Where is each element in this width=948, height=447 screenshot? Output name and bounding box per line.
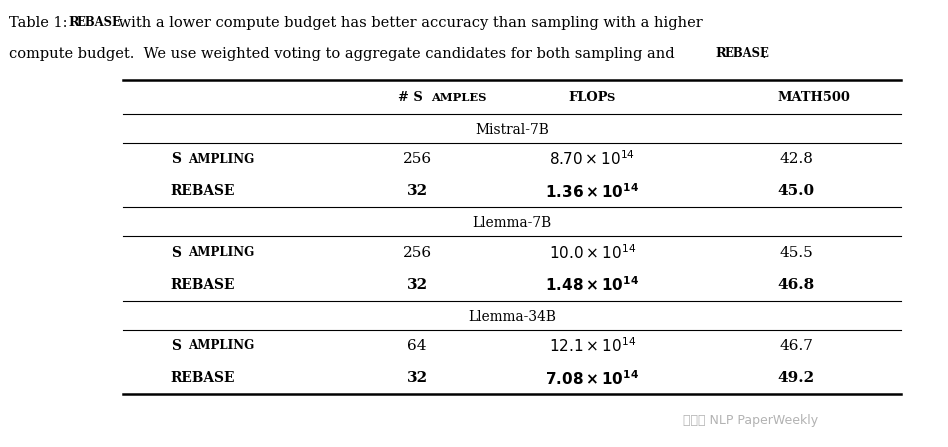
Text: AMPLING: AMPLING [188, 246, 254, 259]
Text: 公众号 NLP PaperWeekly: 公众号 NLP PaperWeekly [683, 413, 818, 427]
Text: REBASE: REBASE [171, 371, 235, 385]
Text: 32: 32 [407, 278, 428, 292]
Text: Llemma-7B: Llemma-7B [472, 216, 552, 230]
Text: AMPLING: AMPLING [188, 339, 254, 353]
Text: S: S [171, 339, 181, 353]
Text: compute budget.  We use weighted voting to aggregate candidates for both samplin: compute budget. We use weighted voting t… [9, 47, 684, 61]
Text: 256: 256 [403, 245, 431, 260]
Text: EBASE: EBASE [724, 47, 769, 60]
Text: Llemma-34B: Llemma-34B [468, 310, 556, 324]
Text: S: S [606, 92, 614, 103]
Text: EBASE: EBASE [77, 16, 121, 29]
Text: Mistral-7B: Mistral-7B [475, 123, 549, 137]
Text: REBASE: REBASE [171, 278, 235, 292]
Text: $12.1\times 10^{14}$: $12.1\times 10^{14}$ [549, 337, 636, 355]
Text: S: S [171, 152, 181, 166]
Text: $\mathbf{1.48\times 10^{14}}$: $\mathbf{1.48\times 10^{14}}$ [545, 275, 640, 294]
Text: # S: # S [398, 91, 423, 104]
Text: 45.0: 45.0 [777, 184, 815, 198]
Text: REBASE: REBASE [171, 184, 235, 198]
Text: AMPLING: AMPLING [188, 152, 254, 166]
Text: S: S [171, 245, 181, 260]
Text: 46.7: 46.7 [779, 339, 813, 353]
Text: 45.5: 45.5 [779, 245, 813, 260]
Text: FLOP: FLOP [569, 91, 609, 104]
Text: 64: 64 [408, 339, 427, 353]
Text: .: . [761, 47, 766, 61]
Text: 42.8: 42.8 [779, 152, 813, 166]
Text: 256: 256 [403, 152, 431, 166]
Text: 32: 32 [407, 184, 428, 198]
Text: MATH500: MATH500 [777, 91, 850, 104]
Text: Table 1:: Table 1: [9, 16, 68, 30]
Text: 49.2: 49.2 [777, 371, 815, 385]
Text: R: R [68, 16, 79, 29]
Text: 46.8: 46.8 [777, 278, 815, 292]
Text: AMPLES: AMPLES [431, 92, 487, 103]
Text: R: R [716, 47, 726, 60]
Text: with a lower compute budget has better accuracy than sampling with a higher: with a lower compute budget has better a… [114, 16, 702, 30]
Text: $8.70\times 10^{14}$: $8.70\times 10^{14}$ [550, 150, 635, 169]
Text: $10.0\times 10^{14}$: $10.0\times 10^{14}$ [549, 243, 636, 262]
Text: $\mathbf{1.36\times 10^{14}}$: $\mathbf{1.36\times 10^{14}}$ [545, 182, 640, 201]
Text: $\mathbf{7.08\times 10^{14}}$: $\mathbf{7.08\times 10^{14}}$ [545, 369, 640, 388]
Text: 32: 32 [407, 371, 428, 385]
